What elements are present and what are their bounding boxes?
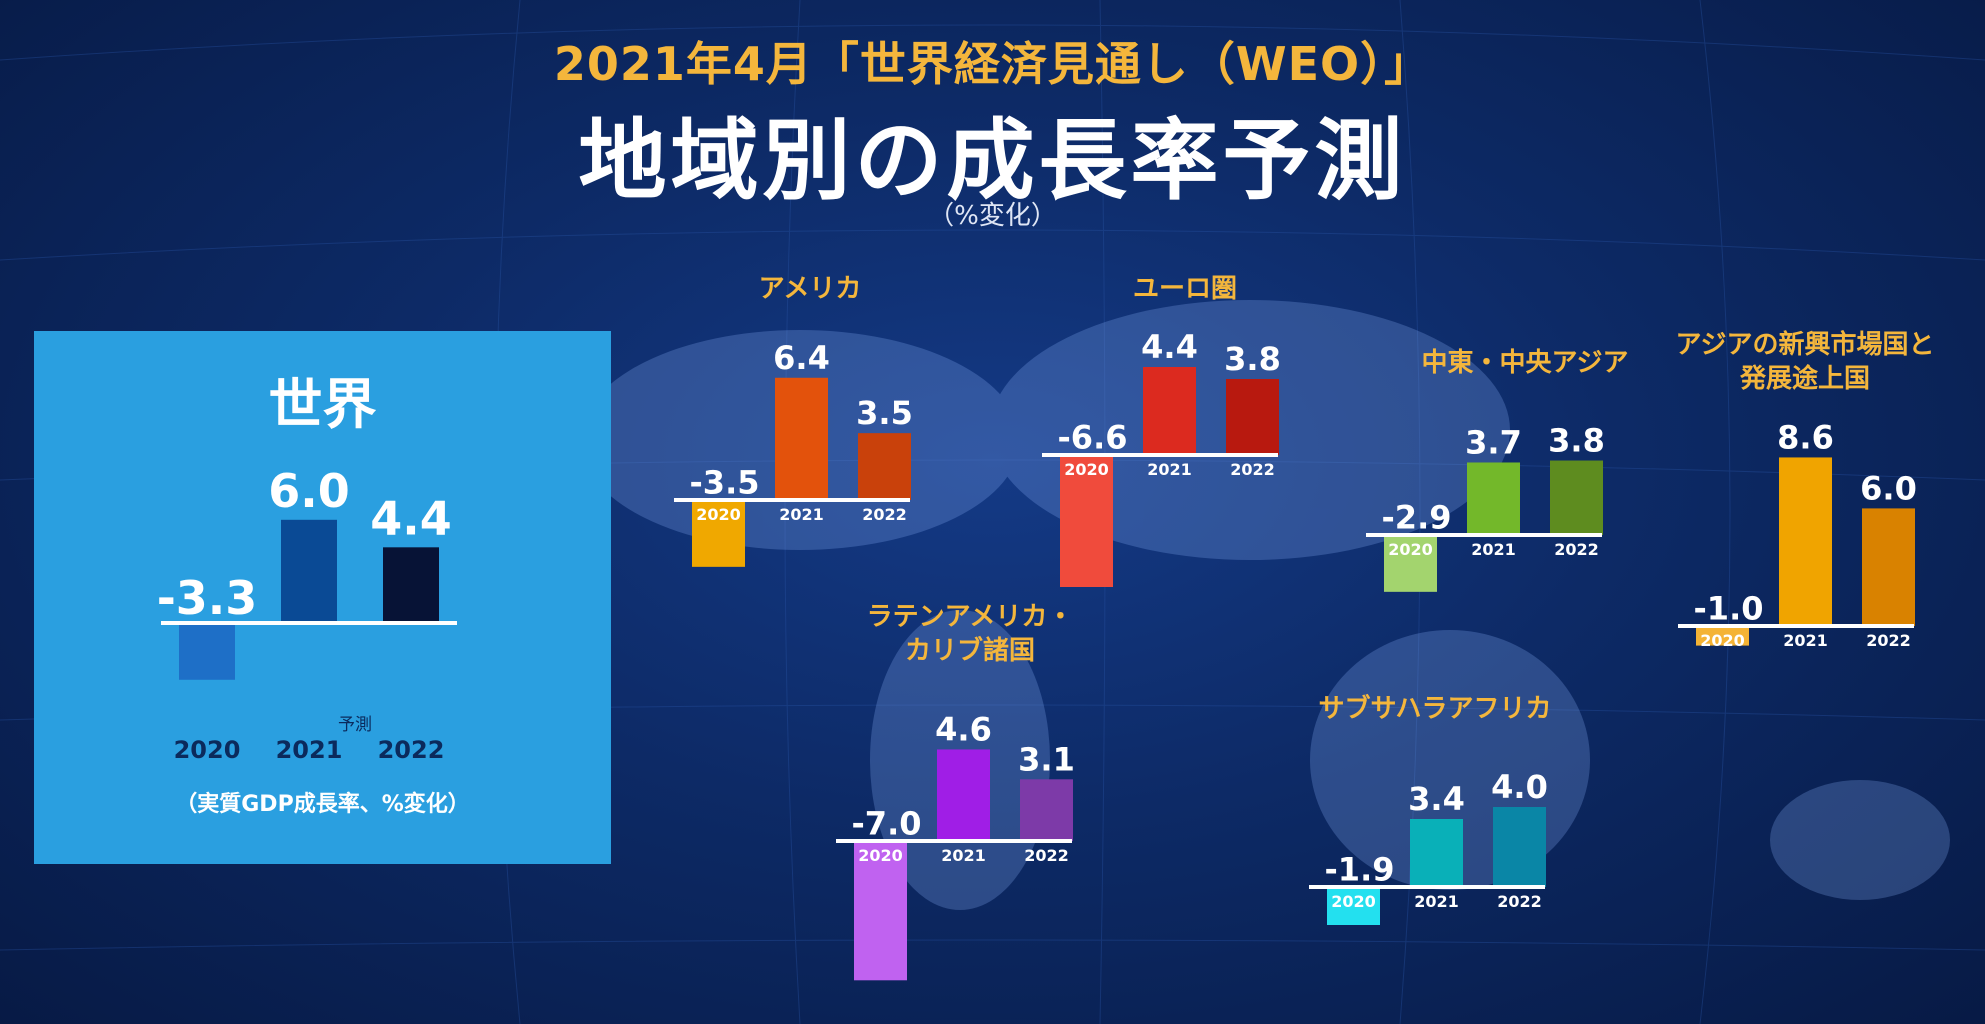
bar-americas-2021 [775, 377, 828, 500]
bar-euro-2022 [1226, 379, 1279, 455]
tick-label-mideast-2021: 2021 [1471, 540, 1516, 559]
chart-latam: -7.0 2020 4.6 2021 3.1 2022 [836, 711, 1075, 981]
forecast-note: 予測 [338, 715, 372, 735]
tick-label-ssa-2022: 2022 [1497, 892, 1542, 911]
tick-label-ssa-2021: 2021 [1414, 892, 1459, 911]
value-label-euro-2021: 4.4 [1141, 328, 1198, 366]
bar-world-2021 [281, 519, 337, 623]
value-label-world-2021: 6.0 [268, 464, 350, 518]
value-label-ssa-2022: 4.0 [1491, 768, 1548, 806]
value-label-mideast-2022: 3.8 [1548, 422, 1605, 460]
tick-label-mideast-2020: 2020 [1388, 540, 1433, 559]
tick-label-euro-2020: 2020 [1064, 460, 1109, 479]
world-unit-note: （実質GDP成長率、%変化） [175, 792, 470, 817]
bar-ssa-2021 [1410, 819, 1463, 887]
tick-label-mideast-2022: 2022 [1554, 540, 1599, 559]
bar-world-2020 [179, 623, 235, 680]
bar-mideast-2022 [1550, 460, 1603, 535]
tick-label-asia-2022: 2022 [1866, 631, 1911, 650]
value-label-world-2022: 4.4 [370, 491, 452, 545]
chart-ssa: -1.9 2020 3.4 2021 4.0 2022 [1309, 768, 1548, 925]
value-label-latam-2020: -7.0 [852, 805, 922, 843]
value-label-euro-2020: -6.6 [1058, 419, 1128, 457]
chart-euro: -6.6 2020 4.4 2021 3.8 2022 [1042, 328, 1281, 587]
tick-label-world-2020: 2020 [174, 736, 241, 764]
value-label-world-2020: -3.3 [157, 571, 258, 625]
subtitle-weo: 2021年4月「世界経済見通し（WEO）」 [553, 37, 1432, 91]
bar-mideast-2021 [1467, 462, 1520, 535]
world-title: 世界 [268, 373, 377, 436]
value-label-asia-2020: -1.0 [1694, 590, 1764, 628]
chart-mideast: -2.9 2020 3.7 2021 3.8 2022 [1366, 422, 1605, 592]
value-label-americas-2020: -3.5 [690, 464, 760, 502]
tick-label-latam-2021: 2021 [941, 846, 986, 865]
tick-label-ssa-2020: 2020 [1331, 892, 1376, 911]
value-label-latam-2021: 4.6 [935, 711, 992, 749]
bar-latam-2022 [1020, 779, 1073, 841]
chart-asia: -1.0 2020 8.6 2021 6.0 2022 [1678, 418, 1917, 650]
bar-ssa-2022 [1493, 807, 1546, 887]
region-label-mideast: 中東・中央アジア [1421, 348, 1629, 378]
region-label-americas: アメリカ [758, 274, 862, 304]
unit-label: （%変化） [928, 201, 1057, 231]
bar-asia-2022 [1862, 508, 1915, 626]
value-label-americas-2021: 6.4 [773, 339, 830, 377]
bar-latam-2020 [854, 841, 907, 981]
value-label-asia-2021: 8.6 [1777, 418, 1834, 456]
tick-label-world-2022: 2022 [378, 736, 445, 764]
region-label-euro: ユーロ圏 [1132, 274, 1237, 304]
bar-ssa-2020 [1327, 887, 1380, 925]
tick-label-latam-2020: 2020 [858, 846, 903, 865]
bar-euro-2021 [1143, 367, 1196, 455]
value-label-ssa-2020: -1.9 [1325, 851, 1395, 889]
bar-americas-2020 [692, 500, 745, 567]
tick-label-asia-2020: 2020 [1700, 631, 1745, 650]
bar-latam-2021 [937, 749, 990, 841]
bar-world-2022 [383, 547, 439, 623]
tick-label-world-2021: 2021 [276, 736, 343, 764]
region-label-ssa: サブサハラアフリカ [1318, 694, 1552, 724]
region-label-asia: アジアの新興市場国と 発展途上国 [1675, 330, 1935, 394]
bar-asia-2020 [1696, 626, 1749, 646]
value-label-mideast-2020: -2.9 [1382, 499, 1452, 537]
tick-label-asia-2021: 2021 [1783, 631, 1828, 650]
page-title: 地域別の成長率予測 [578, 109, 1407, 212]
region-label-latam: ラテンアメリカ・ カリブ諸国 [866, 602, 1074, 666]
bar-americas-2022 [858, 433, 911, 500]
value-label-euro-2022: 3.8 [1224, 340, 1281, 378]
chart-americas: -3.5 2020 6.4 2021 3.5 2022 [674, 339, 913, 567]
bar-mideast-2020 [1384, 535, 1437, 592]
value-label-asia-2022: 6.0 [1860, 469, 1917, 507]
tick-label-latam-2022: 2022 [1024, 846, 1069, 865]
chart-world: -3.3 2020 6.0 2021 4.4 2022 [157, 464, 457, 764]
value-label-ssa-2021: 3.4 [1408, 780, 1465, 818]
tick-label-americas-2021: 2021 [779, 505, 824, 524]
bar-euro-2020 [1060, 455, 1113, 587]
tick-label-euro-2021: 2021 [1147, 460, 1192, 479]
tick-label-euro-2022: 2022 [1230, 460, 1275, 479]
value-label-americas-2022: 3.5 [856, 394, 913, 432]
tick-label-americas-2020: 2020 [696, 505, 741, 524]
tick-label-americas-2022: 2022 [862, 505, 907, 524]
bar-asia-2021 [1779, 457, 1832, 626]
value-label-latam-2022: 3.1 [1018, 740, 1075, 778]
value-label-mideast-2021: 3.7 [1465, 424, 1522, 462]
